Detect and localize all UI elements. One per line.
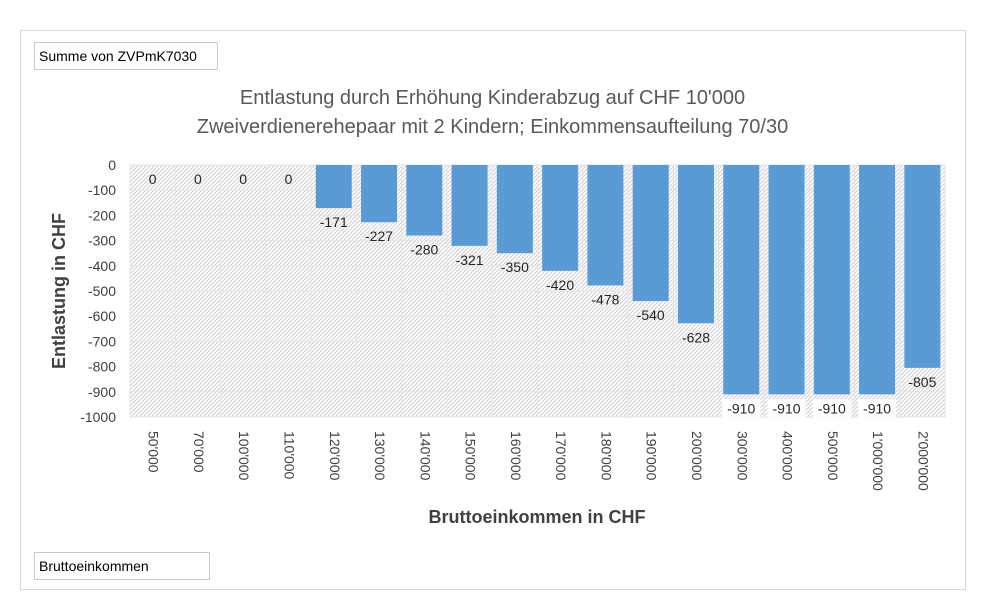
x-tick-label: 130'000 xyxy=(372,431,388,481)
x-tick-label: 300'000 xyxy=(734,431,750,481)
x-tick-label: 70'000 xyxy=(191,431,207,473)
data-label-bg xyxy=(767,399,806,418)
data-label: -910 xyxy=(727,400,755,416)
data-labels: 0 0 0 0 -171 -227 -280 -321 -350 -420 -478 -540 -628… xyxy=(149,171,937,418)
x-axis-title: Bruttoeinkommen in CHF xyxy=(428,507,645,527)
y-tick-label: -300 xyxy=(88,233,116,249)
data-label: -280 xyxy=(410,242,438,258)
data-label: 0 xyxy=(239,171,247,187)
x-tick-label: 160'000 xyxy=(508,431,524,481)
bar xyxy=(813,165,850,395)
data-label: -540 xyxy=(637,307,665,323)
data-label: -420 xyxy=(546,277,574,293)
data-label: 0 xyxy=(149,171,157,187)
x-tick-label: 180'000 xyxy=(598,431,614,481)
bar xyxy=(542,165,579,271)
x-tick-label: 1'000'000 xyxy=(870,431,886,491)
y-tick-label: -800 xyxy=(88,359,116,375)
data-label: 0 xyxy=(285,171,293,187)
x-axis-ticks: 50'000 70'000 100'000 110'000 120'000 130'000… xyxy=(146,431,932,491)
y-tick-label: -100 xyxy=(88,182,116,198)
data-label: -321 xyxy=(456,252,484,268)
y-tick-label: -600 xyxy=(88,308,116,324)
data-label: -910 xyxy=(818,400,846,416)
bar xyxy=(768,165,805,395)
data-label-bg xyxy=(722,399,761,418)
x-tick-label: 2'000'000 xyxy=(915,431,931,491)
x-tick-label: 500'000 xyxy=(825,431,841,481)
bar xyxy=(361,165,398,223)
bar xyxy=(451,165,488,246)
x-tick-label: 200'000 xyxy=(689,431,705,481)
data-label-bg xyxy=(812,399,851,418)
y-tick-label: -900 xyxy=(88,384,116,400)
data-label-bg xyxy=(858,399,897,418)
y-tick-label: -1000 xyxy=(80,409,116,425)
x-tick-label: 50'000 xyxy=(146,431,162,473)
x-tick-label: 140'000 xyxy=(417,431,433,481)
chart-title: Entlastung durch Erhöhung Kinderabzug au… xyxy=(239,87,746,109)
data-label: 0 xyxy=(194,171,202,187)
y-axis-title: Entlastung in CHF xyxy=(49,213,69,369)
data-label: -171 xyxy=(320,214,348,230)
x-tick-label: 120'000 xyxy=(327,431,343,481)
x-tick-label: 400'000 xyxy=(780,431,796,481)
x-tick-label: 100'000 xyxy=(236,431,252,481)
x-tick-label: 190'000 xyxy=(644,431,660,481)
bar xyxy=(496,165,533,254)
data-label: -478 xyxy=(591,291,619,307)
data-label: -628 xyxy=(682,329,710,345)
x-tick-label: 110'000 xyxy=(281,431,297,480)
bar xyxy=(677,165,714,324)
bar xyxy=(632,165,669,302)
y-tick-label: -500 xyxy=(88,283,116,299)
gridlines xyxy=(129,164,946,418)
chart-subtitle: Zweiverdienerehepaar mit 2 Kindern; Eink… xyxy=(196,116,789,138)
bars xyxy=(315,165,941,395)
bar xyxy=(723,165,760,395)
data-label: -805 xyxy=(908,374,936,390)
pivot-value-field-button[interactable]: Summe von ZVPmK7030 xyxy=(34,42,218,70)
data-label: -350 xyxy=(501,259,529,275)
bar xyxy=(315,165,352,209)
y-tick-label: 0 xyxy=(108,157,116,173)
y-tick-label: -400 xyxy=(88,258,116,274)
bar xyxy=(904,165,941,368)
data-label: -910 xyxy=(773,400,801,416)
x-tick-label: 150'000 xyxy=(463,431,479,481)
y-tick-label: -200 xyxy=(88,207,116,223)
pivot-row-field-button[interactable]: Bruttoeinkommen xyxy=(34,552,210,580)
bar xyxy=(406,165,443,236)
y-axis-ticks: 0 -100 -200 -300 -400 -500 -600 -700 -800 -900 -10… xyxy=(80,157,116,425)
data-label: -227 xyxy=(365,228,393,244)
bar xyxy=(859,165,896,395)
y-tick-label: -700 xyxy=(88,333,116,349)
data-label: -910 xyxy=(863,400,891,416)
x-tick-label: 170'000 xyxy=(553,431,569,481)
bar xyxy=(587,165,624,286)
